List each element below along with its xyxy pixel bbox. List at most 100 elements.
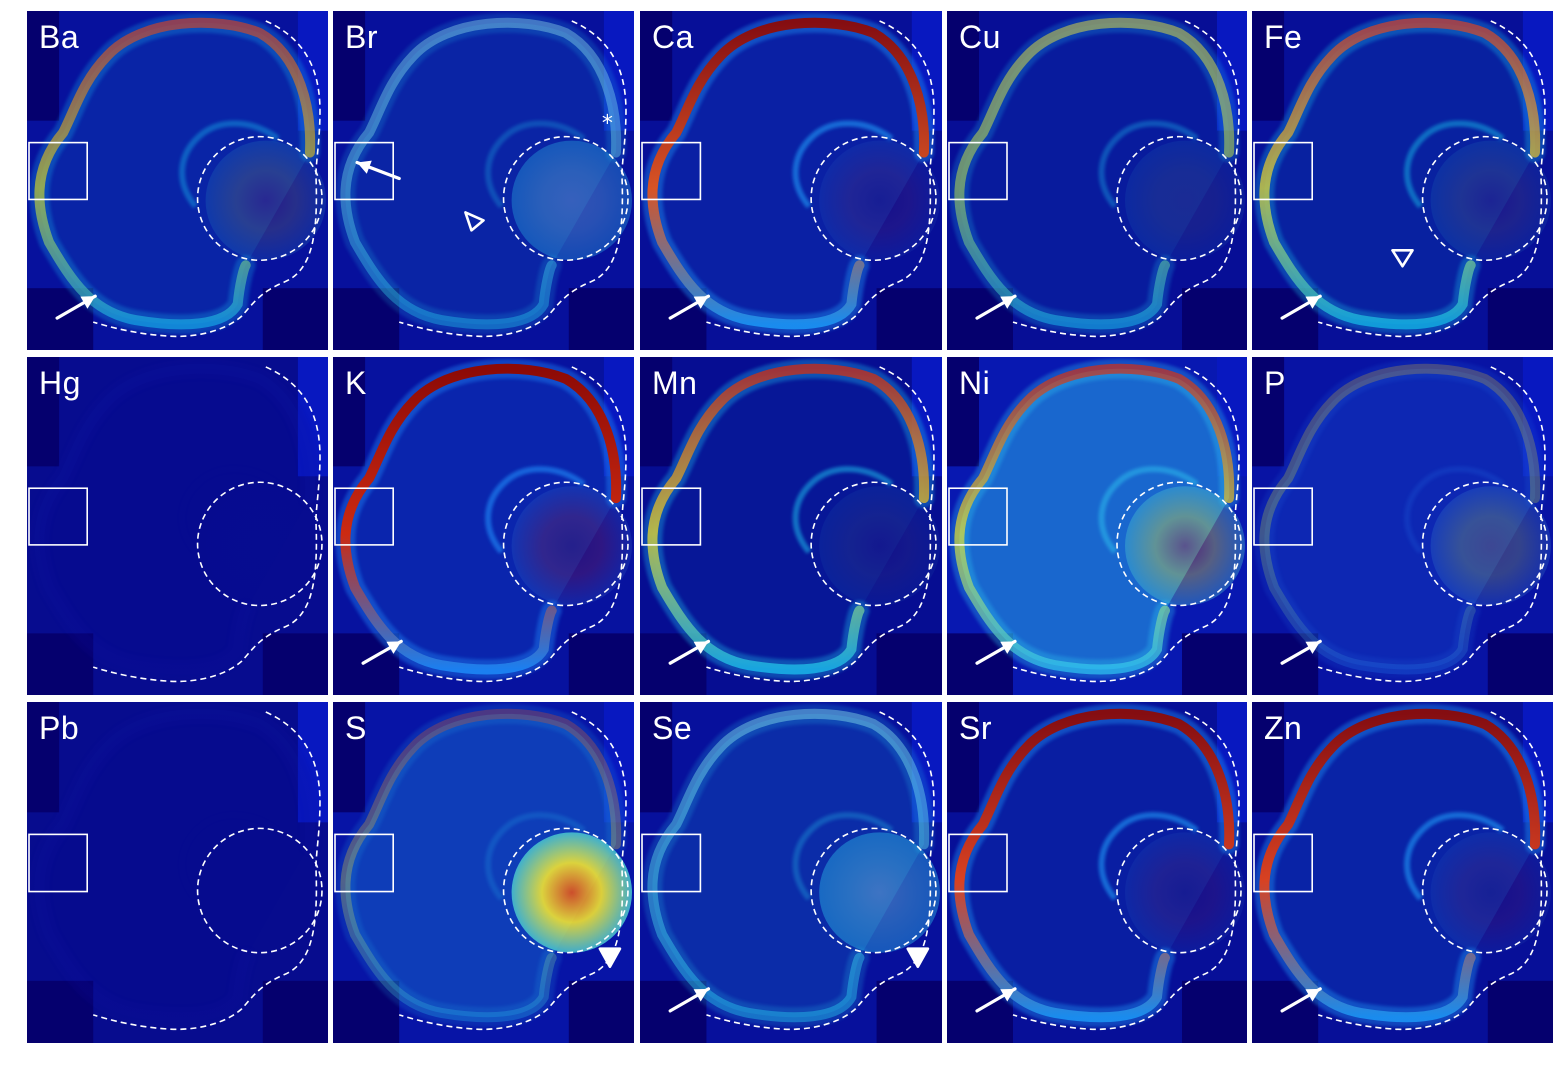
arrow-marker (55, 294, 97, 320)
outer-boundary-outline (92, 20, 321, 338)
element-map-cu-image (947, 11, 1247, 350)
scan-tile (1252, 11, 1285, 121)
outer-boundary-outline (92, 366, 321, 683)
element-label: Pb (39, 710, 80, 746)
element-label: P (1264, 365, 1286, 401)
roi-box (641, 487, 702, 546)
element-map-cu: Cu (947, 11, 1247, 350)
element-map-fe: Fe (1252, 11, 1553, 350)
element-map-br: * Br (333, 11, 634, 350)
scan-tile (333, 11, 366, 121)
element-map-mn-image (640, 357, 942, 695)
inner-layer (1404, 812, 1505, 901)
element-map-ba: Ba (27, 11, 328, 350)
arrow-marker (1280, 987, 1322, 1013)
scan-tile (947, 357, 979, 467)
inner-layer (1404, 466, 1505, 554)
outer-boundary-outline (1317, 366, 1546, 683)
lens-outline (810, 135, 937, 262)
triangle-marker (906, 947, 930, 969)
inner-layer (179, 120, 280, 209)
scan-tile (1182, 288, 1247, 350)
scan-tile (640, 702, 673, 813)
lens-disk (1125, 832, 1245, 953)
lens-outline (1116, 135, 1242, 262)
element-map-ni: Ni (947, 357, 1247, 695)
inner-layer (1098, 812, 1199, 901)
inner-layer (485, 120, 586, 209)
element-label: Ca (652, 19, 694, 55)
roi-box (28, 141, 89, 201)
roi-box (334, 141, 395, 201)
lens-outline (1421, 135, 1548, 262)
shell-wall (647, 17, 930, 330)
roi-box (1253, 833, 1314, 893)
element-map-sr: Sr (947, 702, 1247, 1043)
scan-tile (262, 980, 328, 1043)
scan-tile (1487, 288, 1553, 350)
element-map-mn: Mn (640, 357, 942, 695)
scan-tile (568, 288, 634, 350)
inner-layer (792, 120, 894, 209)
scan-tile (262, 633, 328, 695)
lens-disk (1125, 486, 1245, 606)
arrow-marker (975, 294, 1017, 320)
scan-tile (1182, 633, 1247, 695)
outer-boundary-outline (398, 366, 627, 683)
element-label: Hg (39, 365, 81, 401)
roi-box (334, 833, 395, 893)
inner-layer (792, 466, 894, 554)
arrow-marker (975, 987, 1017, 1013)
element-map-zn-image (1252, 702, 1553, 1043)
element-map-s-image (333, 702, 634, 1043)
arrow-marker (975, 639, 1017, 665)
lens-disk (1125, 140, 1245, 261)
open-triangle-marker (1391, 248, 1414, 268)
outer-boundary-outline (1012, 20, 1240, 338)
asterisk-marker: * (602, 112, 613, 137)
scan-tile (1487, 633, 1553, 695)
element-label: Br (345, 19, 378, 55)
element-label: Se (652, 710, 693, 746)
element-map-sr-image (947, 702, 1247, 1043)
element-label: K (345, 365, 367, 401)
inner-layer (485, 466, 586, 554)
element-map-hg: Hg (27, 357, 328, 695)
element-map-p-image (1252, 357, 1553, 695)
element-label: Cu (959, 19, 1001, 55)
outer-boundary-outline (706, 366, 935, 683)
scan-tile (876, 288, 942, 350)
element-map-ba-image (27, 11, 328, 350)
scan-tile (568, 980, 634, 1043)
element-label: Ba (39, 19, 80, 55)
roi-box (948, 141, 1008, 201)
roi-box (334, 487, 395, 546)
lens-disk (511, 140, 632, 261)
lens-disk (511, 486, 632, 606)
element-map-hg-image (27, 357, 328, 695)
roi-box (948, 487, 1008, 546)
arrow-marker (668, 987, 711, 1013)
scan-tile (1252, 702, 1285, 813)
arrow-marker (355, 160, 401, 181)
roi-box (28, 487, 89, 546)
outer-boundary-outline (706, 20, 935, 338)
outer-boundary-outline (92, 711, 321, 1031)
scan-tile (262, 288, 328, 350)
shell-wall (954, 17, 1235, 330)
scan-tile (876, 633, 942, 695)
shell-wall (340, 17, 622, 330)
element-map-se-image (640, 702, 942, 1043)
roi-box (28, 833, 89, 893)
scan-tile (1487, 980, 1553, 1043)
shell-wall (647, 708, 930, 1023)
scan-tile (1252, 357, 1285, 467)
element-label: Ni (959, 365, 991, 401)
scan-tile (568, 633, 634, 695)
outer-boundary-outline (1317, 20, 1546, 338)
scan-tile (333, 702, 366, 813)
element-map-ni-image (947, 357, 1247, 695)
inner-layer (485, 812, 586, 901)
element-map-s: S (333, 702, 634, 1043)
